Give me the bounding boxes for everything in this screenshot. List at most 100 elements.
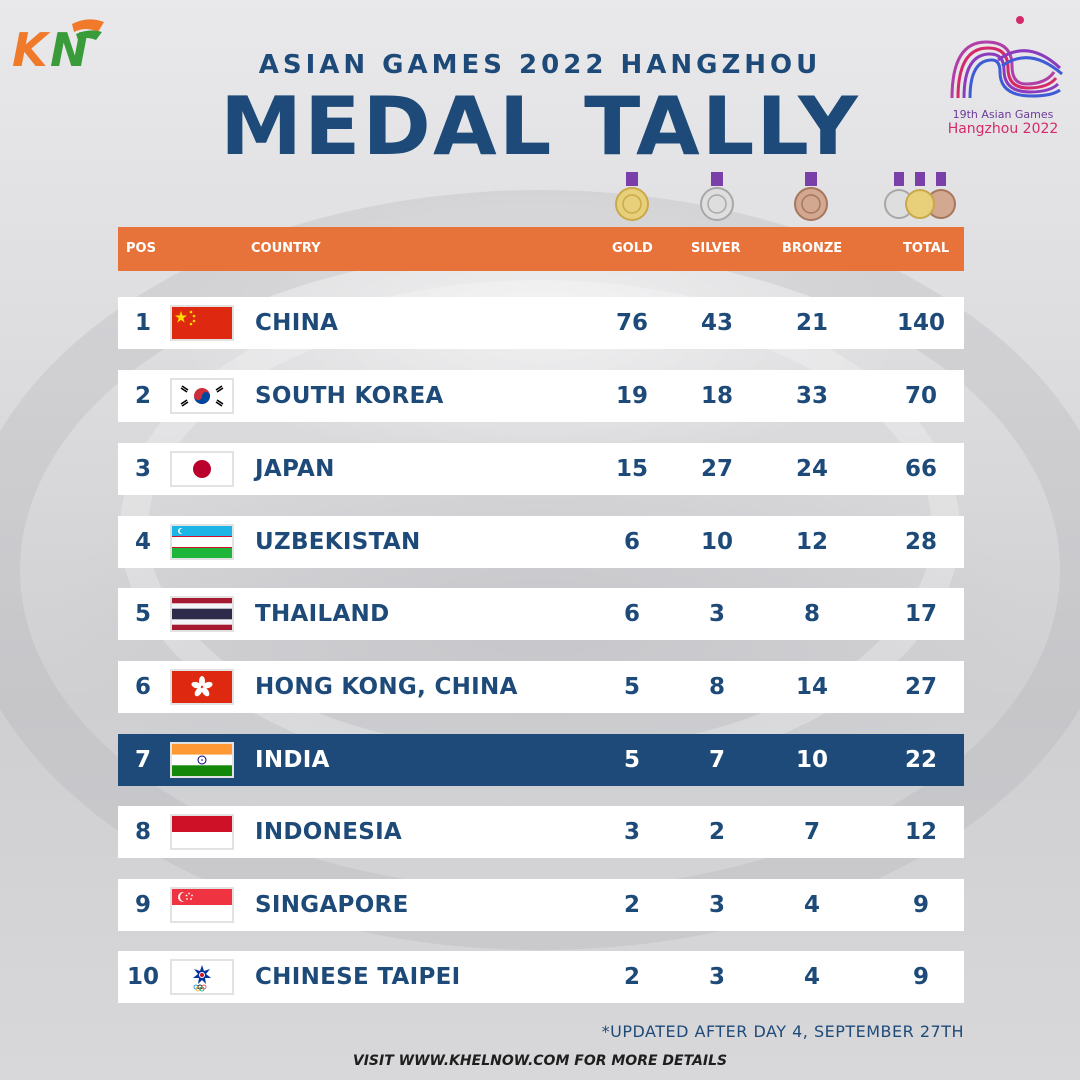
row-position: 2 [134,383,151,409]
table-row: 5 THAILAND 6 3 8 17 [118,588,964,640]
gold-count: 19 [615,383,648,409]
column-header-bronze: BRONZE [782,241,843,256]
bronze-count: 24 [795,456,828,482]
table-row: 6 HONG KONG, CHINA 5 8 14 27 [118,661,964,713]
event-logo-line1: 19th Asian Games [952,108,1054,121]
gold-count: 3 [623,819,640,845]
row-position: 6 [134,674,151,700]
silver-count: 3 [708,601,725,627]
silver-count: 3 [708,964,725,990]
asian-games-logo-icon [950,16,1063,99]
table-row: 3 JAPAN 15 27 24 66 [118,443,964,495]
silver-count: 10 [700,529,733,555]
silver-count: 3 [708,892,725,918]
table-row: 8 INDONESIA 3 2 7 12 [118,806,964,858]
column-header-pos: POS [126,241,156,256]
country-name: HONG KONG, CHINA [255,674,518,700]
gold-count: 5 [623,747,640,773]
row-position: 10 [126,964,159,990]
country-name: THAILAND [255,601,390,627]
bronze-count: 8 [803,601,820,627]
kn-logo-icon: K N [12,19,104,74]
column-header-silver: SILVER [691,241,741,256]
silver-count: 2 [708,819,725,845]
total-count: 70 [904,383,937,409]
japan-flag-icon [170,451,234,487]
table-header: POS COUNTRY GOLD SILVER BRONZE TOTAL [118,227,964,271]
silver-medal-icon [700,172,734,221]
total-count: 27 [904,674,937,700]
country-name: INDIA [255,747,330,773]
row-position: 1 [134,310,151,336]
row-position: 9 [134,892,151,918]
column-header-gold: GOLD [612,241,653,256]
total-count: 66 [904,456,937,482]
table-row: 2 SOUTH KOREA 19 18 33 70 [118,370,964,422]
gold-count: 76 [615,310,648,336]
total-count: 22 [904,747,937,773]
table-row: 4 UZBEKISTAN 6 10 12 28 [118,516,964,568]
country-name: UZBEKISTAN [255,529,421,555]
bronze-count: 12 [795,529,828,555]
uzbekistan-flag-icon [170,524,234,560]
country-name: SINGAPORE [255,892,409,918]
table-row: 10 CHINESE TAIPEI 2 3 4 9 [118,951,964,1003]
gold-count: 6 [623,529,640,555]
country-name: JAPAN [255,456,335,482]
gold-medal-icon [615,172,649,221]
hong-kong-flag-icon [170,669,234,705]
page-title: MEDAL TALLY [220,80,860,173]
row-position: 4 [134,529,151,555]
website-footer: VISIT WWW.KHELNOW.COM FOR MORE DETAILS [352,1053,728,1069]
column-header-total: TOTAL [903,241,950,256]
total-count: 9 [912,964,929,990]
update-footnote: *UPDATED AFTER DAY 4, SEPTEMBER 27TH [601,1022,964,1041]
country-name: CHINESE TAIPEI [255,964,461,990]
total-count: 12 [904,819,937,845]
page-subtitle: ASIAN GAMES 2022 HANGZHOU [258,50,822,80]
bronze-count: 4 [803,892,820,918]
table-row: 1 CHINA 76 43 21 140 [118,297,964,349]
silver-count: 7 [708,747,725,773]
total-count: 140 [896,310,945,336]
table-row-highlighted: 7 INDIA 5 7 10 22 [118,734,964,786]
bronze-count: 4 [803,964,820,990]
column-header-country: COUNTRY [251,241,321,256]
all-medals-icon [884,172,956,219]
row-position: 3 [134,456,151,482]
indonesia-flag-icon [170,814,234,850]
chinese-taipei-flag-icon [170,959,234,995]
country-name: SOUTH KOREA [255,383,444,409]
thailand-flag-icon [170,596,234,632]
gold-count: 2 [623,892,640,918]
india-flag-icon [170,742,234,778]
total-count: 28 [904,529,937,555]
country-name: CHINA [255,310,339,336]
gold-count: 2 [623,964,640,990]
china-flag-icon [170,305,234,341]
event-logo-line2: Hangzhou 2022 [947,121,1059,137]
bronze-count: 14 [795,674,828,700]
svg-text:K: K [12,23,51,74]
row-position: 8 [134,819,151,845]
svg-text:N: N [50,23,89,74]
bronze-count: 33 [795,383,828,409]
south-korea-flag-icon [170,378,234,414]
gold-count: 5 [623,674,640,700]
row-position: 5 [134,601,151,627]
silver-count: 43 [700,310,733,336]
bronze-count: 10 [795,747,828,773]
silver-count: 8 [708,674,725,700]
gold-count: 15 [615,456,648,482]
singapore-flag-icon [170,887,234,923]
bronze-medal-icon [794,172,828,221]
bronze-count: 7 [803,819,820,845]
country-name: INDONESIA [255,819,403,845]
bronze-count: 21 [795,310,828,336]
total-count: 9 [912,892,929,918]
table-row: 9 SINGAPORE 2 3 4 9 [118,879,964,931]
total-count: 17 [904,601,937,627]
silver-count: 18 [700,383,733,409]
row-position: 7 [134,747,151,773]
silver-count: 27 [700,456,733,482]
